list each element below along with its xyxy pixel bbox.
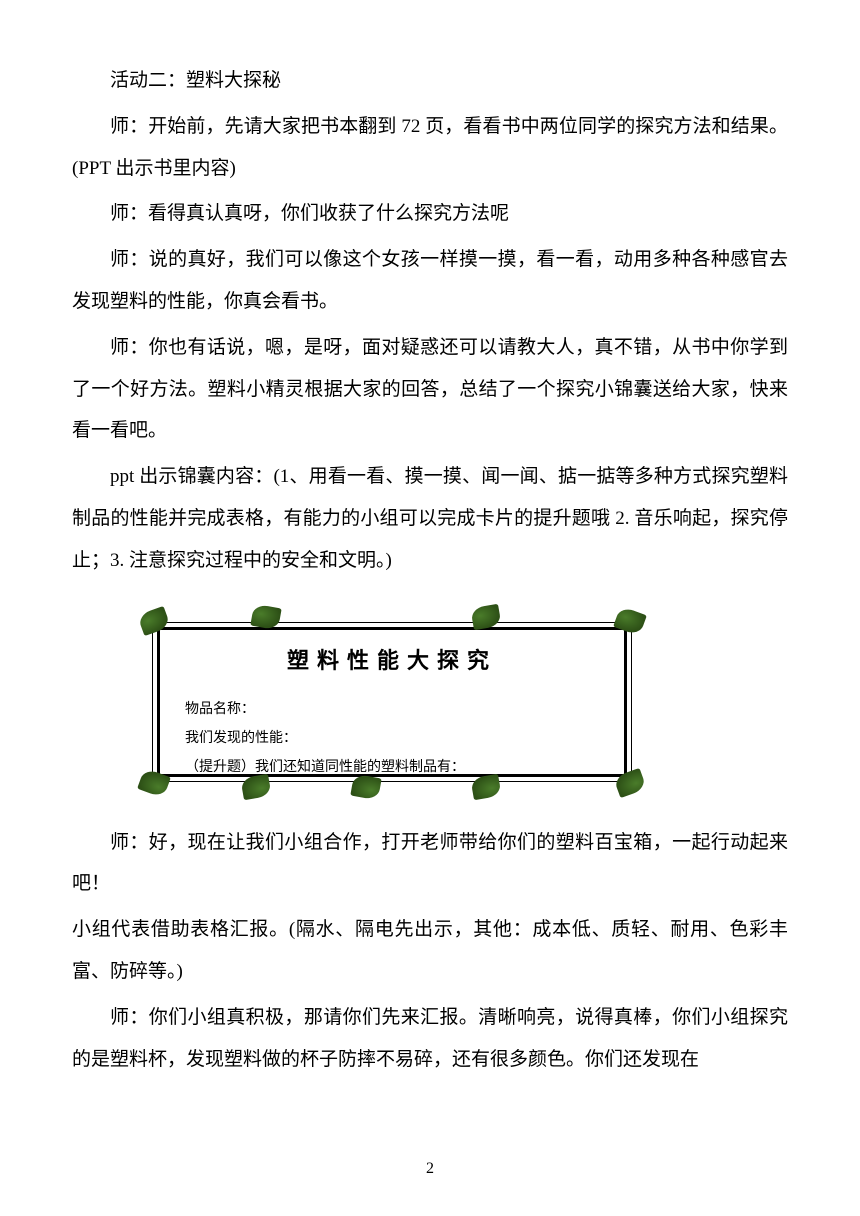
frame-line-bonus: （提升题）我们还知道同性能的塑料制品有：: [177, 755, 607, 780]
frame-title: 塑料性能大探究: [177, 637, 607, 685]
frame-line-properties: 我们发现的性能：: [177, 726, 607, 751]
worksheet-frame-image: 塑料性能大探究 物品名称： 我们发现的性能： （提升题）我们还知道同性能的塑料制…: [132, 602, 652, 802]
paragraph-teacher-line-4: 师：你也有话说，嗯，是呀，面对疑惑还可以请教大人，真不错，从书中你学到了一个好方…: [72, 327, 788, 452]
paragraph-activity-title: 活动二：塑料大探秘: [72, 60, 788, 102]
paragraph-teacher-line-2: 师：看得真认真呀，你们收获了什么探究方法呢: [72, 193, 788, 235]
paragraph-teacher-line-3: 师：说的真好，我们可以像这个女孩一样摸一摸，看一看，动用多种各种感官去发现塑料的…: [72, 239, 788, 323]
frame-content: 塑料性能大探究 物品名称： 我们发现的性能： （提升题）我们还知道同性能的塑料制…: [177, 637, 607, 767]
paragraph-ppt-content: ppt 出示锦囊内容：(1、用看一看、摸一摸、闻一闻、掂一掂等多种方式探究塑料制…: [72, 456, 788, 581]
page-number: 2: [426, 1151, 434, 1186]
paragraph-teacher-line-5: 师：好，现在让我们小组合作，打开老师带给你们的塑料百宝箱，一起行动起来吧！: [72, 822, 788, 906]
paragraph-group-report: 小组代表借助表格汇报。(隔水、隔电先出示，其他：成本低、质轻、耐用、色彩丰富、防…: [72, 909, 788, 993]
paragraph-teacher-line-6: 师：你们小组真积极，那请你们先来汇报。清晰响亮，说得真棒，你们小组探究的是塑料杯…: [72, 997, 788, 1081]
paragraph-teacher-line-1: 师：开始前，先请大家把书本翻到 72 页，看看书中两位同学的探究方法和结果。(P…: [72, 106, 788, 190]
frame-line-item-name: 物品名称：: [177, 697, 607, 722]
